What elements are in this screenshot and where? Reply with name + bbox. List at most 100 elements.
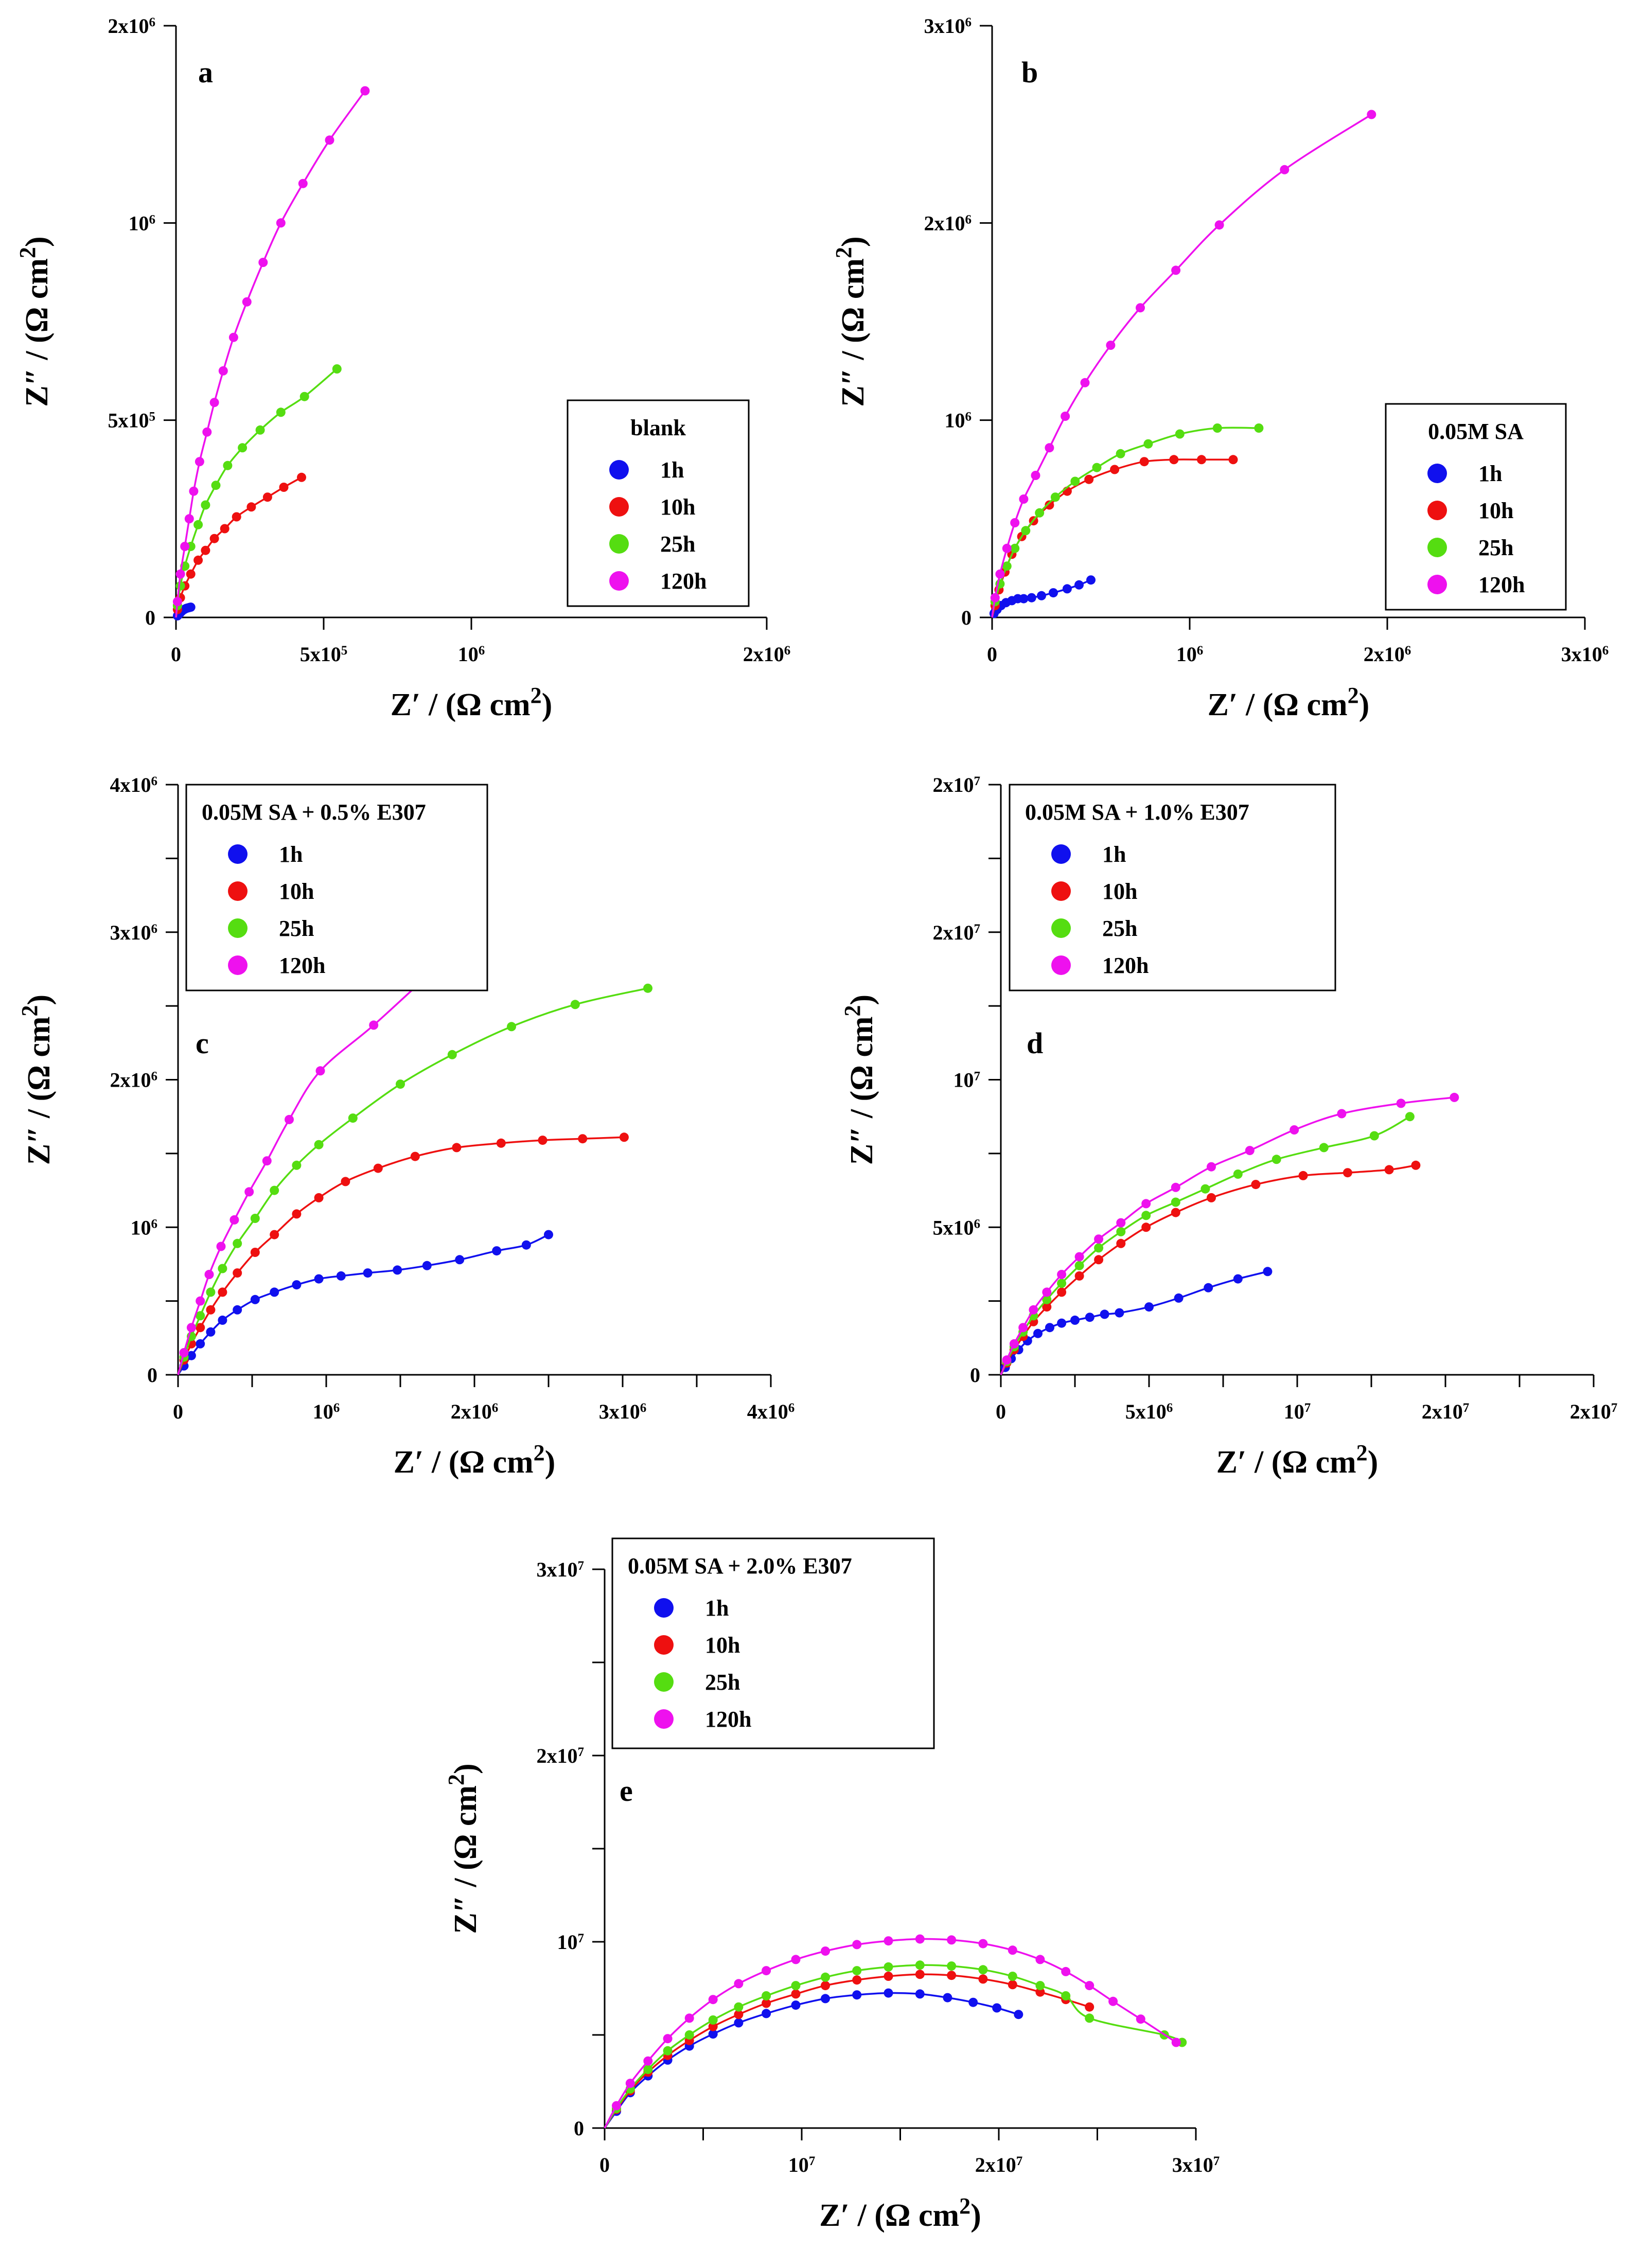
data-point-1h (233, 1305, 242, 1315)
y-tick-label: 3x106 (110, 921, 158, 944)
data-point-120h (360, 86, 370, 96)
data-point-25h (1050, 492, 1060, 502)
legend-label: 25h (1102, 916, 1137, 941)
legend-title: 0.05M SA + 1.0% E307 (1025, 800, 1249, 825)
data-point-25h (915, 1960, 925, 1970)
data-point-25h (292, 1160, 302, 1170)
data-point-10h (233, 1268, 242, 1278)
data-point-120h (1280, 165, 1290, 174)
data-point-120h (1207, 1162, 1216, 1172)
data-point-1h (422, 1261, 432, 1270)
data-point-10h (196, 1323, 205, 1333)
legend-marker-10h (1427, 501, 1447, 520)
data-point-10h (232, 512, 241, 522)
data-point-120h (978, 1939, 988, 1948)
data-point-10h (1384, 1165, 1394, 1175)
data-point-1h (218, 1315, 227, 1325)
legend-marker-120h (654, 1709, 674, 1729)
data-point-10h (708, 2022, 718, 2031)
data-point-25h (193, 520, 203, 529)
x-axis-title: Z′ / (Ω cm2) (1216, 1440, 1379, 1480)
data-point-25h (1233, 1170, 1243, 1179)
x-axis-title: Z′ / (Ω cm2) (391, 683, 553, 723)
data-point-120h (1045, 443, 1054, 453)
y-tick-label: 2x106 (108, 14, 156, 38)
data-point-120h (1337, 1109, 1347, 1119)
data-point-25h (396, 1079, 405, 1089)
data-point-25h (255, 425, 265, 435)
data-point-25h (1008, 1972, 1017, 1981)
y-tick-label: 0 (970, 1363, 980, 1387)
panel-letter: b (1021, 56, 1038, 89)
legend-box (567, 399, 750, 607)
data-point-10h (1141, 1222, 1151, 1232)
data-point-25h (238, 443, 248, 453)
data-point-1h (852, 1990, 862, 2000)
legend-marker-1h (1427, 464, 1447, 483)
legend-label: 120h (660, 569, 707, 594)
data-point-120h (1057, 1270, 1067, 1279)
y-tick-label: 3x107 (537, 1558, 585, 1581)
data-point-1h (1049, 588, 1058, 598)
y-tick-label: 2x106 (924, 211, 972, 235)
data-point-120h (762, 1966, 771, 1976)
data-point-10h (1251, 1180, 1261, 1190)
data-point-25h (1141, 1211, 1151, 1220)
data-point-120h (242, 297, 252, 307)
data-point-10h (1094, 1255, 1104, 1265)
data-point-10h (270, 1230, 279, 1239)
data-point-25h (1369, 1131, 1379, 1141)
data-point-120h (218, 366, 228, 376)
y-tick-label: 2x106 (110, 1069, 158, 1092)
x-axis-title: Z′ / (Ω cm2) (819, 2193, 981, 2234)
data-point-1h (943, 1993, 952, 2003)
data-point-1h (915, 1989, 925, 1999)
data-point-120h (195, 457, 204, 467)
legend-marker-10h (1051, 881, 1071, 901)
data-point-25h (643, 2065, 653, 2074)
data-point-25h (1319, 1143, 1329, 1153)
data-point-120h (1029, 1305, 1038, 1315)
y-tick-label: 106 (131, 1216, 158, 1239)
data-point-1h (521, 1240, 531, 1250)
data-point-120h (663, 2034, 673, 2044)
data-point-10h (578, 1134, 588, 1144)
data-point-25h (250, 1214, 260, 1223)
data-point-10h (852, 1975, 862, 1985)
data-point-1h (992, 2003, 1002, 2013)
data-point-25h (947, 1961, 957, 1971)
data-point-10h (915, 1970, 925, 1979)
data-point-120h (172, 597, 182, 607)
data-point-10h (884, 1972, 893, 1981)
y-tick-label: 106 (945, 409, 972, 432)
y-axis-title: Z″ / (Ω cm2) (15, 236, 55, 406)
x-tick-label: 2x107 (1422, 1400, 1470, 1423)
data-point-25h (348, 1113, 358, 1123)
data-point-10h (220, 524, 229, 534)
data-point-25h (507, 1022, 516, 1032)
data-point-1h (821, 1994, 830, 2004)
data-point-120h (1018, 1323, 1028, 1333)
data-point-120h (1008, 1945, 1017, 1955)
data-point-25h (270, 1185, 279, 1195)
x-tick-label: 2x106 (451, 1400, 499, 1423)
data-point-25h (1254, 423, 1264, 433)
data-point-1h (1174, 1293, 1184, 1303)
y-axis-title: Z″ / (Ω cm2) (17, 995, 57, 1165)
data-point-120h (209, 398, 219, 407)
data-point-120h (612, 2101, 621, 2111)
data-point-1h (544, 1230, 553, 1239)
y-tick-label: 2x107 (537, 1744, 585, 1767)
data-point-120h (196, 1296, 205, 1306)
data-point-120h (202, 427, 212, 437)
data-point-10h (1074, 1271, 1084, 1281)
legend-marker-10h (609, 497, 629, 517)
data-point-120h (315, 1066, 325, 1076)
data-point-120h (1061, 1966, 1071, 1976)
data-point-10h (373, 1163, 383, 1173)
data-point-1h (1070, 1315, 1080, 1325)
x-tick-label: 0 (996, 1400, 1006, 1423)
data-point-10h (297, 472, 306, 482)
x-tick-label: 107 (1284, 1400, 1311, 1423)
